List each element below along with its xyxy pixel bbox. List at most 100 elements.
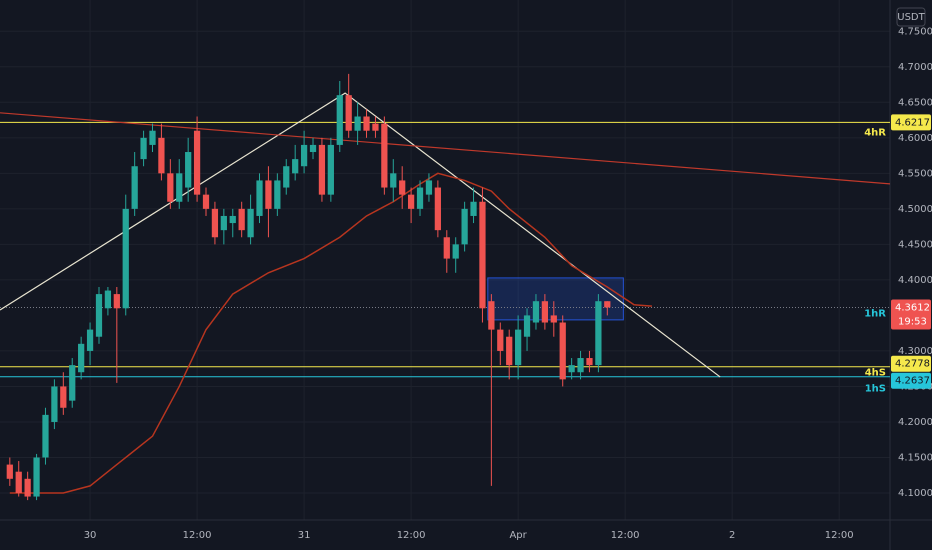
candle-body (300, 144, 308, 167)
candle-body (434, 187, 441, 231)
level-name: 1hS (865, 384, 886, 395)
y-tick-label: 4.2000 (898, 417, 932, 428)
candle-body (176, 173, 183, 202)
candle-body (247, 208, 254, 238)
candle-body (6, 464, 13, 479)
countdown: 19:53 (898, 316, 927, 327)
candle-body (586, 358, 593, 366)
candle-body (167, 173, 174, 202)
candle-body (292, 159, 299, 174)
price-label: 4.2778 (895, 359, 930, 370)
currency-box (896, 7, 926, 27)
candle-body (479, 201, 486, 309)
candle-body (220, 215, 227, 231)
y-tick-label: 4.1000 (898, 488, 932, 499)
candle-body (425, 180, 433, 195)
level-name: 4hR (864, 127, 886, 138)
candle-body (461, 208, 468, 245)
candle-body (265, 180, 272, 209)
candle-body (550, 315, 557, 323)
candle-body (577, 358, 584, 373)
x-tick-label: Apr (509, 530, 527, 541)
price-label: 4.3612 (895, 302, 930, 313)
candle-body (327, 144, 334, 195)
price-label-bg (891, 299, 931, 330)
candle-body (42, 414, 49, 458)
candle-body (541, 301, 549, 323)
x-tick-label: 2 (729, 530, 735, 541)
candle-body (60, 386, 67, 408)
candle-body (113, 294, 120, 309)
candle-body (274, 180, 281, 209)
candle-body (229, 215, 236, 224)
candle-body (354, 116, 361, 131)
candle-body (158, 137, 165, 174)
candle-body (86, 329, 94, 351)
candle-body (193, 130, 201, 195)
currency: USDT (897, 12, 925, 23)
price-label: 4.2637 (895, 376, 930, 387)
candle-body (33, 457, 40, 497)
level-name: 1hR (864, 308, 886, 319)
candle-body (15, 471, 22, 494)
candle-body (309, 144, 317, 153)
y-tick-label: 4.7000 (898, 62, 932, 73)
level-name: 4hS (865, 368, 886, 379)
candle-body (399, 180, 406, 195)
y-tick-label: 4.7500 (898, 26, 932, 37)
candle-body (140, 137, 147, 160)
candle-body (568, 365, 575, 373)
candle-body (345, 95, 352, 131)
candle-body (149, 130, 156, 145)
candle-body (559, 322, 566, 380)
candle-body (532, 301, 540, 323)
candle-body (238, 208, 245, 231)
candle-body (381, 123, 388, 188)
candle-body (185, 152, 192, 188)
candle-body (407, 194, 415, 209)
candle-body (443, 237, 450, 259)
candle-body (104, 290, 112, 309)
price-label-bg (891, 114, 931, 131)
y-tick-label: 4.5000 (898, 204, 932, 215)
candle-body (24, 478, 31, 497)
candle-body (336, 95, 343, 145)
candle-body (283, 166, 290, 188)
y-tick-label: 4.6500 (898, 97, 932, 108)
price-label-bg (891, 355, 931, 372)
x-tick-label: 12:00 (825, 530, 854, 541)
moving-average (9, 172, 652, 494)
candle-body (470, 201, 477, 216)
candle-body (78, 343, 85, 373)
price-label: 4.6217 (895, 117, 930, 128)
candle-body (488, 301, 495, 330)
y-tick-label: 4.5500 (898, 168, 932, 179)
candle-body (506, 336, 513, 366)
candle-body (318, 144, 326, 195)
y-tick-label: 4.6000 (898, 133, 932, 144)
x-tick-label: 30 (84, 530, 97, 541)
candle-body (363, 116, 370, 131)
y-tick-label: 4.4500 (898, 239, 932, 250)
candle-body (95, 294, 103, 337)
candle-body (604, 301, 611, 308)
trendline (0, 112, 891, 185)
candle-body (51, 386, 58, 422)
candle-body (122, 208, 129, 309)
y-tick-label: 4.4000 (898, 275, 932, 286)
y-tick-label: 4.1500 (898, 452, 932, 463)
candle-body (256, 180, 263, 216)
x-tick-label: 12:00 (183, 530, 212, 541)
candle-body (131, 166, 138, 209)
candle-body (372, 123, 379, 131)
candle-body (390, 173, 397, 188)
candle-body (211, 208, 219, 238)
candle-body (497, 329, 504, 351)
candle-body (515, 329, 522, 366)
x-tick-label: 12:00 (397, 530, 426, 541)
price-label-bg (891, 372, 931, 389)
candle-body (416, 187, 424, 209)
x-tick-label: 12:00 (611, 530, 640, 541)
